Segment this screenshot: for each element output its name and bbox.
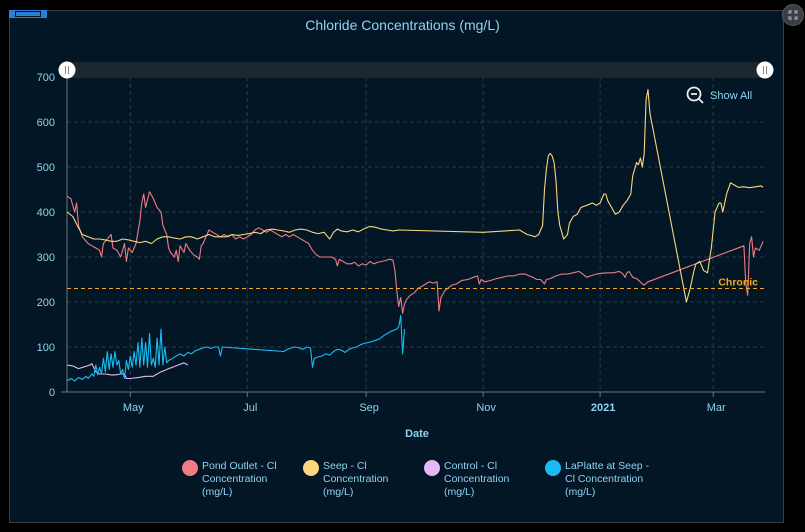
x-tick-label: Mar [707,402,726,414]
legend-label: Pond Outlet - Cl Concentration (mg/L) [202,460,277,498]
series-layer [66,89,764,382]
scrollbar-grip-left[interactable] [58,61,76,79]
expand-icon [788,10,798,20]
legend-marker [424,460,440,476]
y-tick-label: 300 [37,252,55,264]
y-tick-label: 400 [37,207,55,219]
series-line-laplatte[interactable] [66,314,406,382]
panel-handle[interactable] [9,10,47,18]
x-axis: May Jul Sep Nov 2021 Mar [61,391,765,414]
y-tick-label: 100 [37,342,55,354]
show-all-label: Show All [710,89,753,102]
x-tick-label: 2021 [591,402,615,414]
x-tick-label: Sep [359,402,379,414]
expand-button[interactable] [782,4,804,26]
legend-label: LaPlatte at Seep - Cl Concentration (mg/… [565,460,650,498]
y-tick-label: 200 [37,297,55,309]
x-axis-title: Date [405,428,429,440]
x-tick-label: May [123,402,144,414]
y-tick-label: 700 [37,72,55,84]
legend-item-seep[interactable]: Seep - Cl Concentration (mg/L) [303,460,424,499]
zoom-out-icon [686,86,704,104]
reference-lines: Chronic [67,277,765,289]
y-tick-label: 500 [37,162,55,174]
legend-label: Control - Cl Concentration (mg/L) [444,460,510,498]
legend-item-pond-outlet[interactable]: Pond Outlet - Cl Concentration (mg/L) [182,460,303,499]
legend-marker [545,460,561,476]
legend-marker [182,460,198,476]
chart-title: Chloride Concentrations (mg/L) [305,17,500,33]
y-tick-label: 0 [49,387,55,399]
legend: Pond Outlet - Cl Concentration (mg/L) Se… [182,460,666,499]
legend-item-control[interactable]: Control - Cl Concentration (mg/L) [424,460,545,499]
series-line-seep[interactable] [66,89,764,303]
chronic-label: Chronic [718,277,758,289]
legend-marker [303,460,319,476]
series-line-control[interactable] [66,362,189,380]
chart-panel [9,10,784,523]
scrollbar-grip-right[interactable] [756,61,774,79]
y-axis: 0 100 200 300 400 500 600 700 [37,71,68,399]
scrollbar-track[interactable] [67,62,765,78]
x-tick-label: Nov [476,402,496,414]
grid [67,76,765,392]
show-all-button[interactable]: Show All [686,86,752,105]
legend-item-laplatte[interactable]: LaPlatte at Seep - Cl Concentration (mg/… [545,460,666,499]
panel-handle-grip [15,11,41,17]
series-line-pond[interactable] [66,191,764,314]
x-tick-label: Jul [243,402,257,414]
legend-label: Seep - Cl Concentration (mg/L) [323,460,389,498]
y-tick-label: 600 [37,117,55,129]
